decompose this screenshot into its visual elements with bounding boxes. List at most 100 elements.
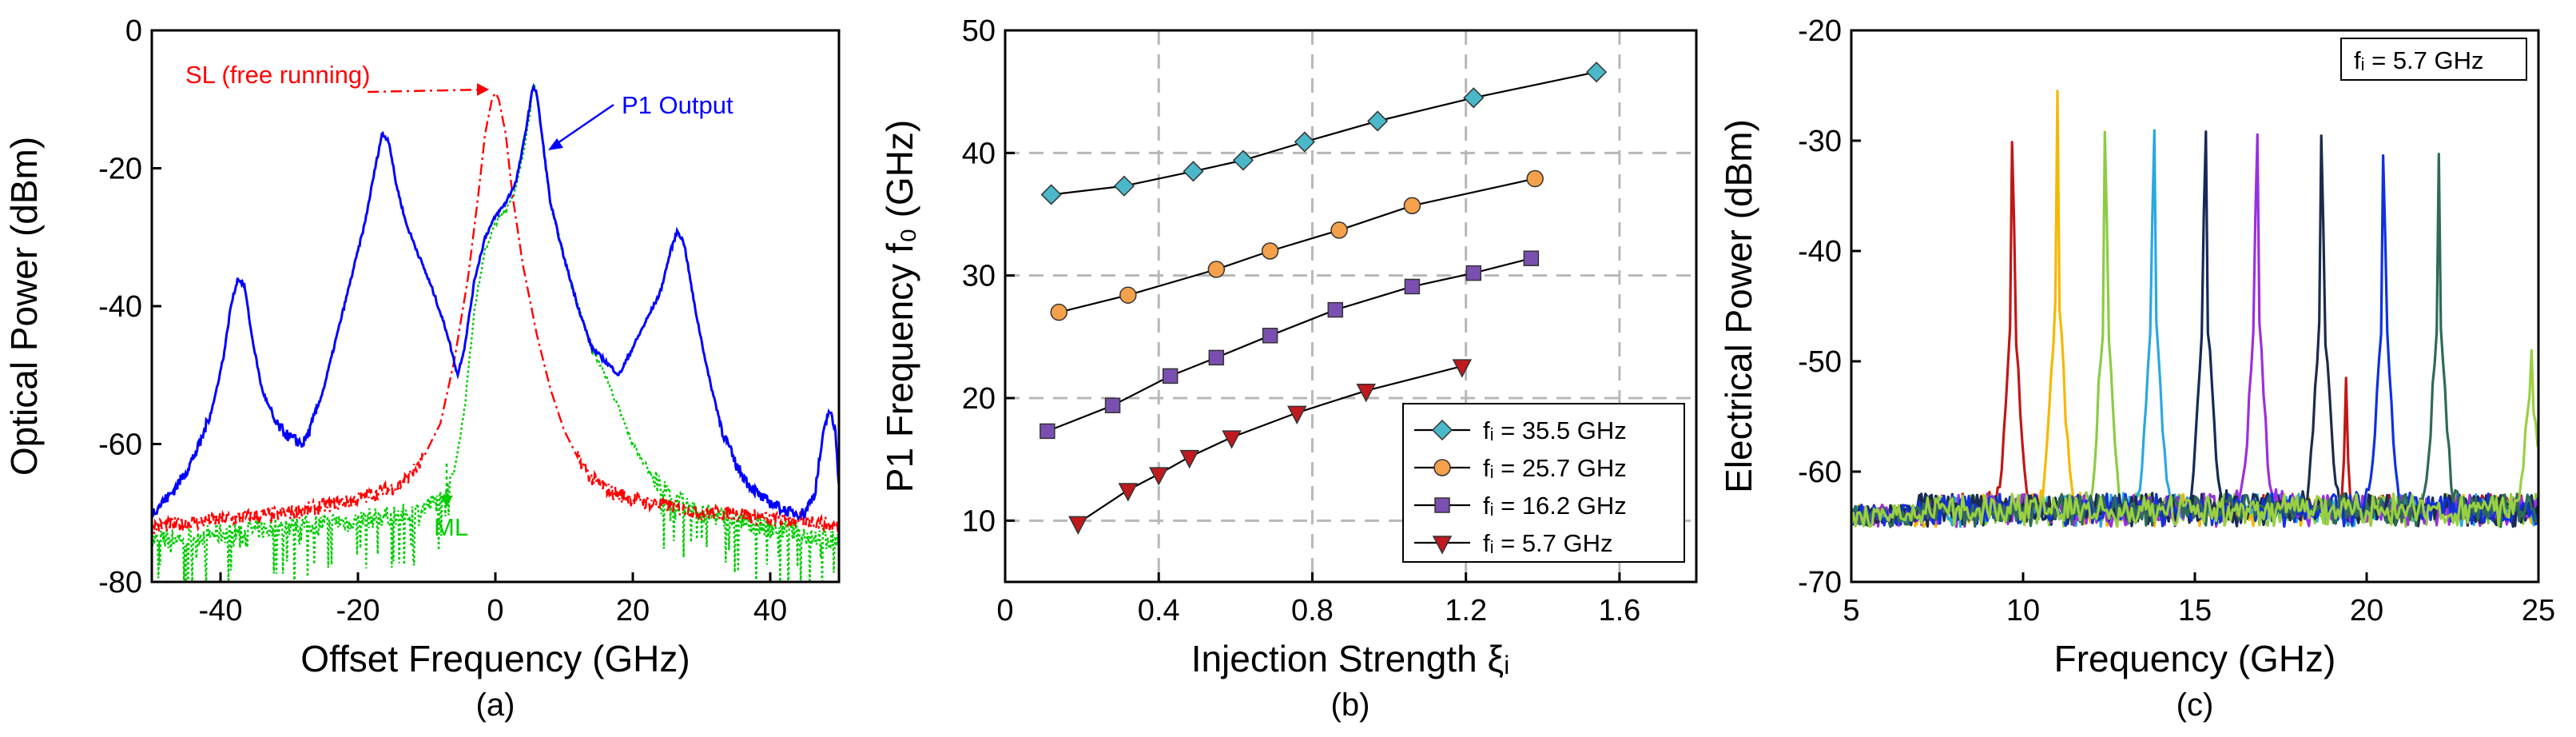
legend-entry: fᵢ = 25.7 GHz — [1483, 454, 1627, 482]
ml-annotation: ML — [434, 513, 468, 541]
data-point-series-2 — [1465, 265, 1482, 281]
x-tick-label: 0 — [996, 594, 1013, 627]
series-sl-free-running--line — [152, 91, 839, 535]
panel-b-label: (b) — [1331, 687, 1370, 723]
spectrum-trace-10 — [1851, 349, 2538, 528]
y-tick-label: -40 — [1798, 235, 1842, 269]
panel-a-x-axis-label: Offset Frequency (GHz) — [300, 638, 690, 679]
panel-c-label: (c) — [2176, 687, 2214, 723]
data-point-series-2 — [1208, 349, 1225, 366]
data-point-series-3 — [1148, 467, 1169, 486]
data-point-series-1 — [1403, 197, 1421, 215]
data-point-series-2 — [1523, 250, 1540, 266]
y-tick-label: -80 — [98, 566, 142, 600]
panel-a-label: (a) — [476, 687, 515, 723]
panel-c-x-axis-label: Frequency (GHz) — [2054, 638, 2336, 679]
data-point-series-1 — [1207, 261, 1226, 278]
data-point-series-2 — [1040, 423, 1055, 440]
panel-a-y-ticks: 0 -20 -40 -60 -80 — [98, 14, 161, 600]
legend-marker — [1431, 419, 1453, 441]
y-tick-label: -60 — [98, 428, 142, 462]
p1-arrow-head — [548, 138, 563, 150]
data-point-series-3 — [1356, 384, 1376, 403]
panel-c-x-ticks: 5 10 15 20 25 — [1843, 572, 2555, 627]
data-point-series-1 — [1526, 169, 1544, 188]
panel-b-frame — [1004, 29, 1698, 584]
y-tick-label: 50 — [962, 14, 996, 48]
p1-annotation: P1 Output — [622, 91, 733, 119]
x-tick-label: 5 — [1843, 594, 1859, 627]
x-tick-label: -40 — [199, 594, 243, 627]
panel-a-annotations: SL (free running) P1 Output ML — [185, 61, 733, 541]
data-point-series-2 — [1104, 397, 1121, 413]
legend-marker — [1433, 459, 1451, 476]
y-tick-label: -40 — [98, 290, 142, 324]
sl-annotation: SL (free running) — [185, 61, 370, 89]
spectrum-trace-5 — [1851, 130, 2538, 528]
y-tick-label: 10 — [962, 504, 996, 538]
x-tick-label: 20 — [2350, 594, 2383, 627]
legend-entry: fᵢ = 35.5 GHz — [1483, 416, 1627, 444]
data-point-series-3 — [1222, 430, 1242, 449]
y-tick-label: -20 — [1798, 14, 1842, 48]
data-point-series-0 — [1367, 110, 1389, 132]
panel-c-legend-box — [2340, 38, 2527, 81]
y-tick-label: -50 — [1798, 345, 1842, 379]
x-tick-label: 1.6 — [1598, 594, 1640, 627]
x-tick-label: 1.2 — [1445, 594, 1487, 627]
panel-b-p1-frequency: 0 0.4 0.8 1.2 1.6 10 20 30 40 50 Injection Stren… — [879, 14, 1698, 723]
panel-a-x-ticks: -40 -20 0 20 40 — [199, 572, 787, 627]
series-ml-line — [152, 82, 839, 582]
data-point-series-0 — [1585, 62, 1608, 83]
data-point-series-3 — [1452, 359, 1473, 378]
x-tick-label: 25 — [2522, 594, 2555, 627]
data-point-series-0 — [1232, 149, 1254, 171]
y-tick-label: 30 — [962, 260, 996, 293]
panel-b-x-ticks: 0 0.4 0.8 1.2 1.6 — [996, 572, 1640, 627]
data-point-series-2 — [1162, 368, 1179, 384]
y-tick-label: 40 — [962, 137, 996, 170]
data-point-series-0 — [1463, 87, 1485, 109]
panel-c-y-axis-label: Electrical Power (dBm) — [1718, 119, 1759, 493]
sl-annotation-arrow — [367, 88, 487, 94]
x-tick-label: 0 — [487, 594, 503, 627]
legend-marker — [1434, 497, 1450, 513]
x-tick-label: 0.4 — [1138, 594, 1180, 627]
panel-b-curves — [1040, 62, 1608, 536]
x-tick-label: 40 — [753, 594, 787, 627]
data-point-series-2 — [1262, 328, 1278, 344]
panel-b-y-ticks: 10 20 30 40 50 — [962, 14, 1015, 538]
data-point-series-0 — [1294, 131, 1315, 153]
y-tick-label: 0 — [125, 14, 142, 48]
legend-entry: fᵢ = 16.2 GHz — [1483, 492, 1627, 520]
data-point-series-3 — [1286, 405, 1307, 425]
legend-marker — [1432, 536, 1453, 555]
data-point-series-0 — [1113, 175, 1135, 197]
data-point-series-1 — [1050, 303, 1068, 321]
x-tick-label: -20 — [336, 594, 380, 627]
ml-arrow-head — [440, 496, 453, 507]
data-point-series-2 — [1327, 301, 1344, 318]
data-point-series-2 — [1404, 278, 1421, 295]
x-tick-label: 20 — [616, 594, 650, 627]
panel-c-y-ticks: -20 -30 -40 -50 -60 -70 — [1798, 14, 1861, 600]
panel-c-legend-text: fᵢ = 5.7 GHz — [2354, 46, 2484, 74]
panel-b-legend: fᵢ = 35.5 GHz fᵢ = 25.7 GHz fᵢ = 16.2 GHz f… — [1402, 403, 1685, 563]
data-point-series-0 — [1183, 161, 1204, 182]
data-point-series-3 — [1179, 449, 1199, 469]
sl-arrow-head — [477, 83, 489, 96]
x-tick-label: 0.8 — [1291, 594, 1334, 627]
y-tick-label: -30 — [1798, 125, 1842, 158]
data-point-series-1 — [1261, 242, 1279, 260]
panel-b-x-axis-label: Injection Strength ξᵢ — [1191, 638, 1510, 679]
data-point-series-1 — [1119, 286, 1137, 304]
panel-c-curves — [1851, 90, 2538, 528]
series-0-line — [1051, 71, 1597, 196]
legend-entry: fᵢ = 5.7 GHz — [1483, 529, 1613, 557]
y-tick-label: -20 — [98, 153, 142, 186]
y-tick-label: 20 — [962, 382, 996, 416]
panel-c-electrical-spectrum: 5 10 15 20 25 -20 -30 -40 -50 -60 -70 Frequency (… — [1718, 14, 2555, 723]
data-point-series-3 — [1118, 483, 1139, 502]
panel-a-frame — [150, 29, 841, 584]
panel-a-curves — [152, 82, 839, 582]
